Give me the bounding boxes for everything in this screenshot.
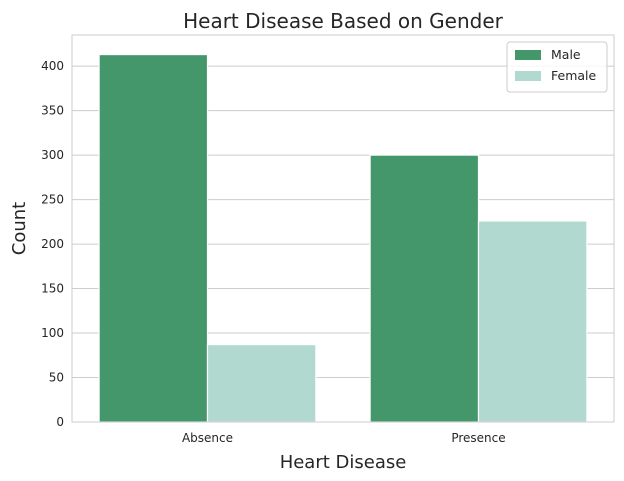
x-tick-label: Absence bbox=[182, 431, 233, 445]
legend-swatch-female bbox=[515, 71, 541, 81]
chart-title: Heart Disease Based on Gender bbox=[183, 9, 504, 33]
bar-male-presence bbox=[369, 154, 480, 423]
y-tick-labels: 0 50 100 150 200 250 300 350 400 bbox=[41, 59, 64, 429]
legend-label-male: Male bbox=[551, 47, 581, 62]
y-tick-label: 400 bbox=[41, 59, 64, 73]
x-tick-labels: Absence Presence bbox=[182, 431, 506, 445]
legend-swatch-male bbox=[515, 50, 541, 60]
y-tick-label: 250 bbox=[41, 193, 64, 207]
x-tick-label: Presence bbox=[451, 431, 505, 445]
y-tick-label: 100 bbox=[41, 326, 64, 340]
legend: Male Female bbox=[506, 41, 608, 93]
y-tick-label: 150 bbox=[41, 282, 64, 296]
bars bbox=[98, 53, 588, 423]
y-tick-label: 350 bbox=[41, 104, 64, 118]
y-tick-label: 300 bbox=[41, 148, 64, 162]
x-axis-label: Heart Disease bbox=[280, 452, 407, 473]
bar-female-absence bbox=[206, 344, 317, 423]
bar-female-presence bbox=[477, 220, 588, 423]
plot-frame bbox=[71, 34, 615, 423]
y-tick-label: 50 bbox=[49, 371, 64, 385]
y-tick-label: 200 bbox=[41, 237, 64, 251]
legend-label-female: Female bbox=[551, 68, 597, 83]
y-tick-label: 0 bbox=[56, 415, 64, 429]
bar-male-absence bbox=[98, 53, 209, 423]
y-axis-label: Count bbox=[9, 202, 30, 255]
